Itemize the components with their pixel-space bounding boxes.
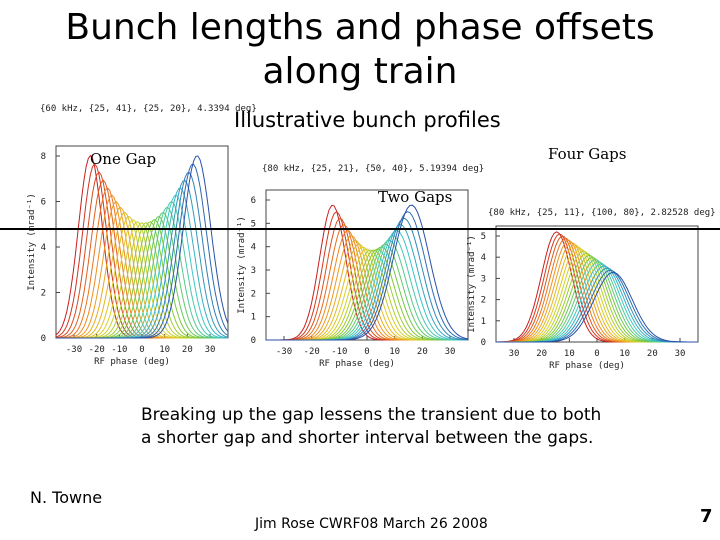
x-tick-label: -20 — [304, 347, 320, 357]
panel-header: {80 kHz, {25, 11}, {100, 80}, 2.82528 de… — [488, 208, 716, 218]
profile-curve — [495, 231, 698, 343]
x-tick-label: 0 — [364, 347, 369, 357]
x-tick-label: -20 — [89, 345, 105, 355]
y-tick-label: 4 — [41, 243, 46, 253]
y-tick-label: 4 — [481, 253, 486, 263]
x-tick-label: -10 — [331, 347, 347, 357]
profile-curve — [266, 204, 469, 341]
x-tick-label: 20 — [536, 349, 547, 359]
x-tick-label: 10 — [564, 349, 575, 359]
x-tick-label: 0 — [594, 349, 599, 359]
page-number: 7 — [700, 506, 713, 527]
slide-title: Bunch lengths and phase offsets along tr… — [0, 6, 720, 94]
x-tick-label: 20 — [647, 349, 658, 359]
x-axis-label: RF phase (deg) — [94, 357, 170, 367]
x-tick-label: 10 — [159, 345, 170, 355]
y-tick-label: 1 — [481, 317, 486, 327]
footer-text: Jim Rose CWRF08 March 26 2008 — [255, 516, 488, 532]
y-tick-label: 2 — [481, 296, 486, 306]
x-tick-label: -30 — [276, 347, 292, 357]
y-axis-label: Intensity (mrad⁻¹) — [467, 235, 477, 333]
x-tick-label: 30 — [205, 345, 216, 355]
x-tick-label: 30 — [675, 349, 686, 359]
x-tick-label: -10 — [111, 345, 127, 355]
y-axis-label: Intensity (mrad⁻¹) — [27, 193, 37, 291]
y-tick-label: 1 — [251, 313, 256, 323]
profile-plot-four-gaps: 0 1 2 3 4 5 30 20 10 0 10 20 30 RF phase (deg) Intensi… — [467, 225, 699, 371]
profile-curve — [266, 239, 468, 341]
profile-curve — [496, 256, 698, 343]
slide-title-line1: Bunch lengths and phase offsets — [65, 7, 655, 48]
y-tick-label: 2 — [41, 289, 46, 299]
profile-curve — [496, 233, 698, 343]
x-tick-label: 30 — [509, 349, 520, 359]
x-tick-label: 20 — [417, 347, 428, 357]
profile-curve — [496, 271, 698, 343]
x-tick-label: 10 — [619, 349, 630, 359]
y-tick-label: 6 — [251, 196, 256, 206]
y-tick-label: 6 — [41, 198, 46, 208]
caption-text: Breaking up the gap lessens the transien… — [141, 405, 602, 448]
y-tick-label: 0 — [481, 338, 486, 348]
x-tick-label: -30 — [66, 345, 82, 355]
plot-frame — [265, 189, 469, 341]
y-tick-label: 3 — [251, 266, 256, 276]
x-tick-label: 10 — [389, 347, 400, 357]
profile-curve — [55, 163, 228, 339]
y-tick-label: 8 — [41, 152, 46, 162]
x-axis-label: RF phase (deg) — [549, 361, 625, 371]
panel-header: {80 kHz, {25, 21}, {50, 40}, 5.19394 deg… — [262, 164, 485, 174]
y-tick-label: 0 — [41, 334, 46, 344]
profile-panel-four-gaps: {80 kHz, {25, 11}, {100, 80}, 2.82528 de… — [466, 202, 716, 372]
slide-title-line2: along train — [262, 51, 458, 92]
x-tick-label: 30 — [445, 347, 456, 357]
profile-curve — [56, 155, 229, 339]
y-tick-label: 2 — [251, 289, 256, 299]
x-axis-label: RF phase (deg) — [319, 359, 395, 369]
profile-plot-two-gaps: 0 1 2 3 4 5 6 -30 -20 -10 0 10 20 30 RF phase (deg) Int… — [237, 189, 469, 369]
horizontal-divider — [0, 228, 720, 230]
profile-curve — [266, 239, 468, 341]
x-tick-label: 0 — [139, 345, 144, 355]
panel-header: {60 kHz, {25, 41}, {25, 20}, 4.3394 deg} — [40, 104, 257, 114]
slide-subtitle: Illustrative bunch profiles — [234, 108, 501, 132]
label-one-gap: One Gap — [90, 150, 157, 168]
label-two-gaps: Two Gaps — [378, 188, 453, 206]
y-tick-label: 5 — [481, 232, 486, 242]
y-tick-label: 4 — [251, 243, 256, 253]
profile-plot-one-gap: 0 2 4 6 8 -30 -20 -10 0 10 20 30 RF phase (deg) Inten… — [27, 145, 229, 367]
y-axis-label: Intensity (mrad⁻¹) — [237, 216, 247, 314]
profile-curve — [56, 163, 229, 339]
label-four-gaps: Four Gaps — [548, 145, 627, 163]
x-tick-label: 20 — [182, 345, 193, 355]
y-tick-label: 5 — [251, 219, 256, 229]
author-name: N. Towne — [30, 488, 103, 507]
profile-panel-one-gap: {60 kHz, {25, 41}, {25, 20}, 4.3394 deg}… — [18, 98, 257, 383]
y-tick-label: 0 — [251, 336, 256, 346]
y-tick-label: 3 — [481, 274, 486, 284]
profile-panel-two-gaps: {80 kHz, {25, 21}, {50, 40}, 5.19394 deg… — [236, 160, 484, 375]
profile-curve — [496, 261, 698, 343]
